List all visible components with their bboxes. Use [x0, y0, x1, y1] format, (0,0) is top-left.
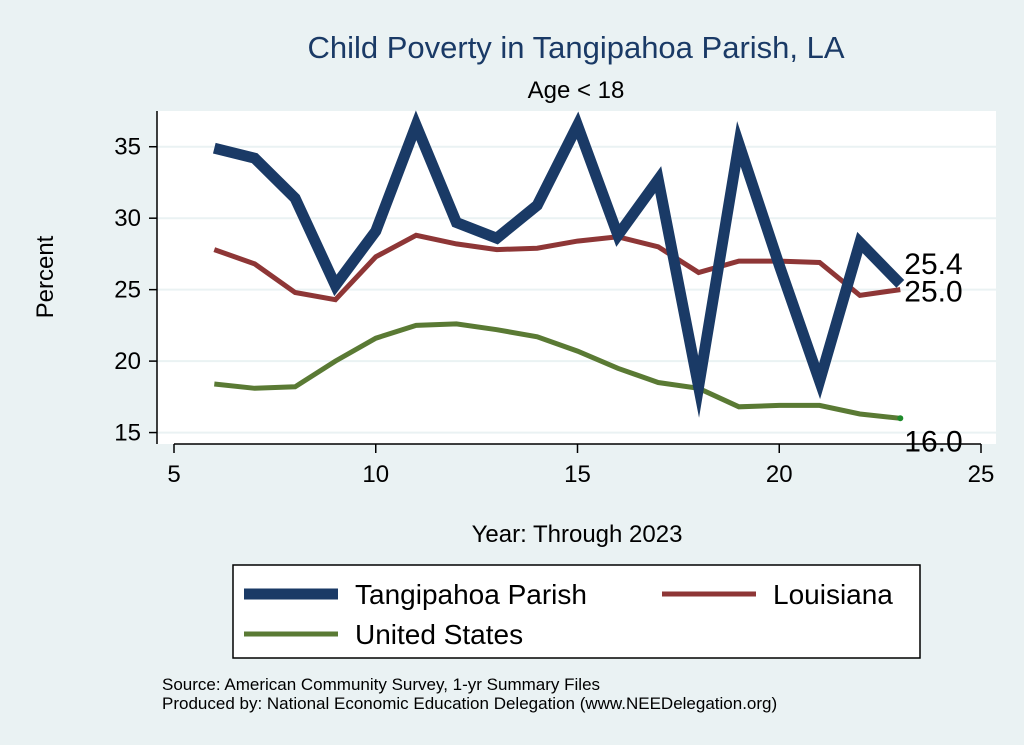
series-line-louisiana	[213, 232, 901, 303]
legend-label: Tangipahoa Parish	[355, 579, 587, 610]
end-value-label: 16.0	[904, 425, 962, 458]
end-value-label: 25.4	[904, 248, 962, 281]
series-line-tangipahoa-parish	[212, 110, 905, 418]
series-endpoint-marker	[897, 415, 904, 422]
x-tick-label: 5	[167, 461, 180, 488]
series-lines	[212, 110, 905, 422]
plot-area	[157, 111, 996, 444]
x-tick-label: 25	[968, 461, 995, 488]
y-tick-label: 30	[114, 205, 141, 232]
x-tick-label: 15	[564, 461, 591, 488]
legend-label: United States	[355, 619, 523, 650]
end-labels: 25.425.0 16.0	[904, 248, 962, 458]
y-tick-label: 15	[114, 420, 141, 447]
x-axis-title: Year: Through 2023	[472, 521, 683, 548]
x-tick-label: 10	[362, 461, 389, 488]
legend: Tangipahoa Parish Louisiana United States	[232, 564, 921, 659]
legend-box	[232, 564, 921, 659]
y-tick-label: 35	[114, 134, 141, 161]
legend-label: Louisiana	[773, 579, 893, 610]
y-tick-label: 20	[114, 348, 141, 375]
chart-subtitle: Age < 18	[528, 77, 625, 104]
gridlines	[157, 145, 996, 434]
produced-note: Produced by: National Economic Education…	[162, 694, 777, 713]
axes: 15 20 25 30 35 5 10 15 20 25	[114, 111, 994, 488]
y-tick-label: 25	[114, 277, 141, 304]
source-note: Source: American Community Survey, 1-yr …	[162, 675, 600, 694]
y-axis-title: Percent	[32, 235, 59, 318]
chart-title: Child Poverty in Tangipahoa Parish, LA	[307, 30, 844, 65]
series-line-united-states	[214, 321, 901, 421]
x-tick-label: 20	[766, 461, 793, 488]
end-value-label: 25.0	[904, 276, 962, 309]
